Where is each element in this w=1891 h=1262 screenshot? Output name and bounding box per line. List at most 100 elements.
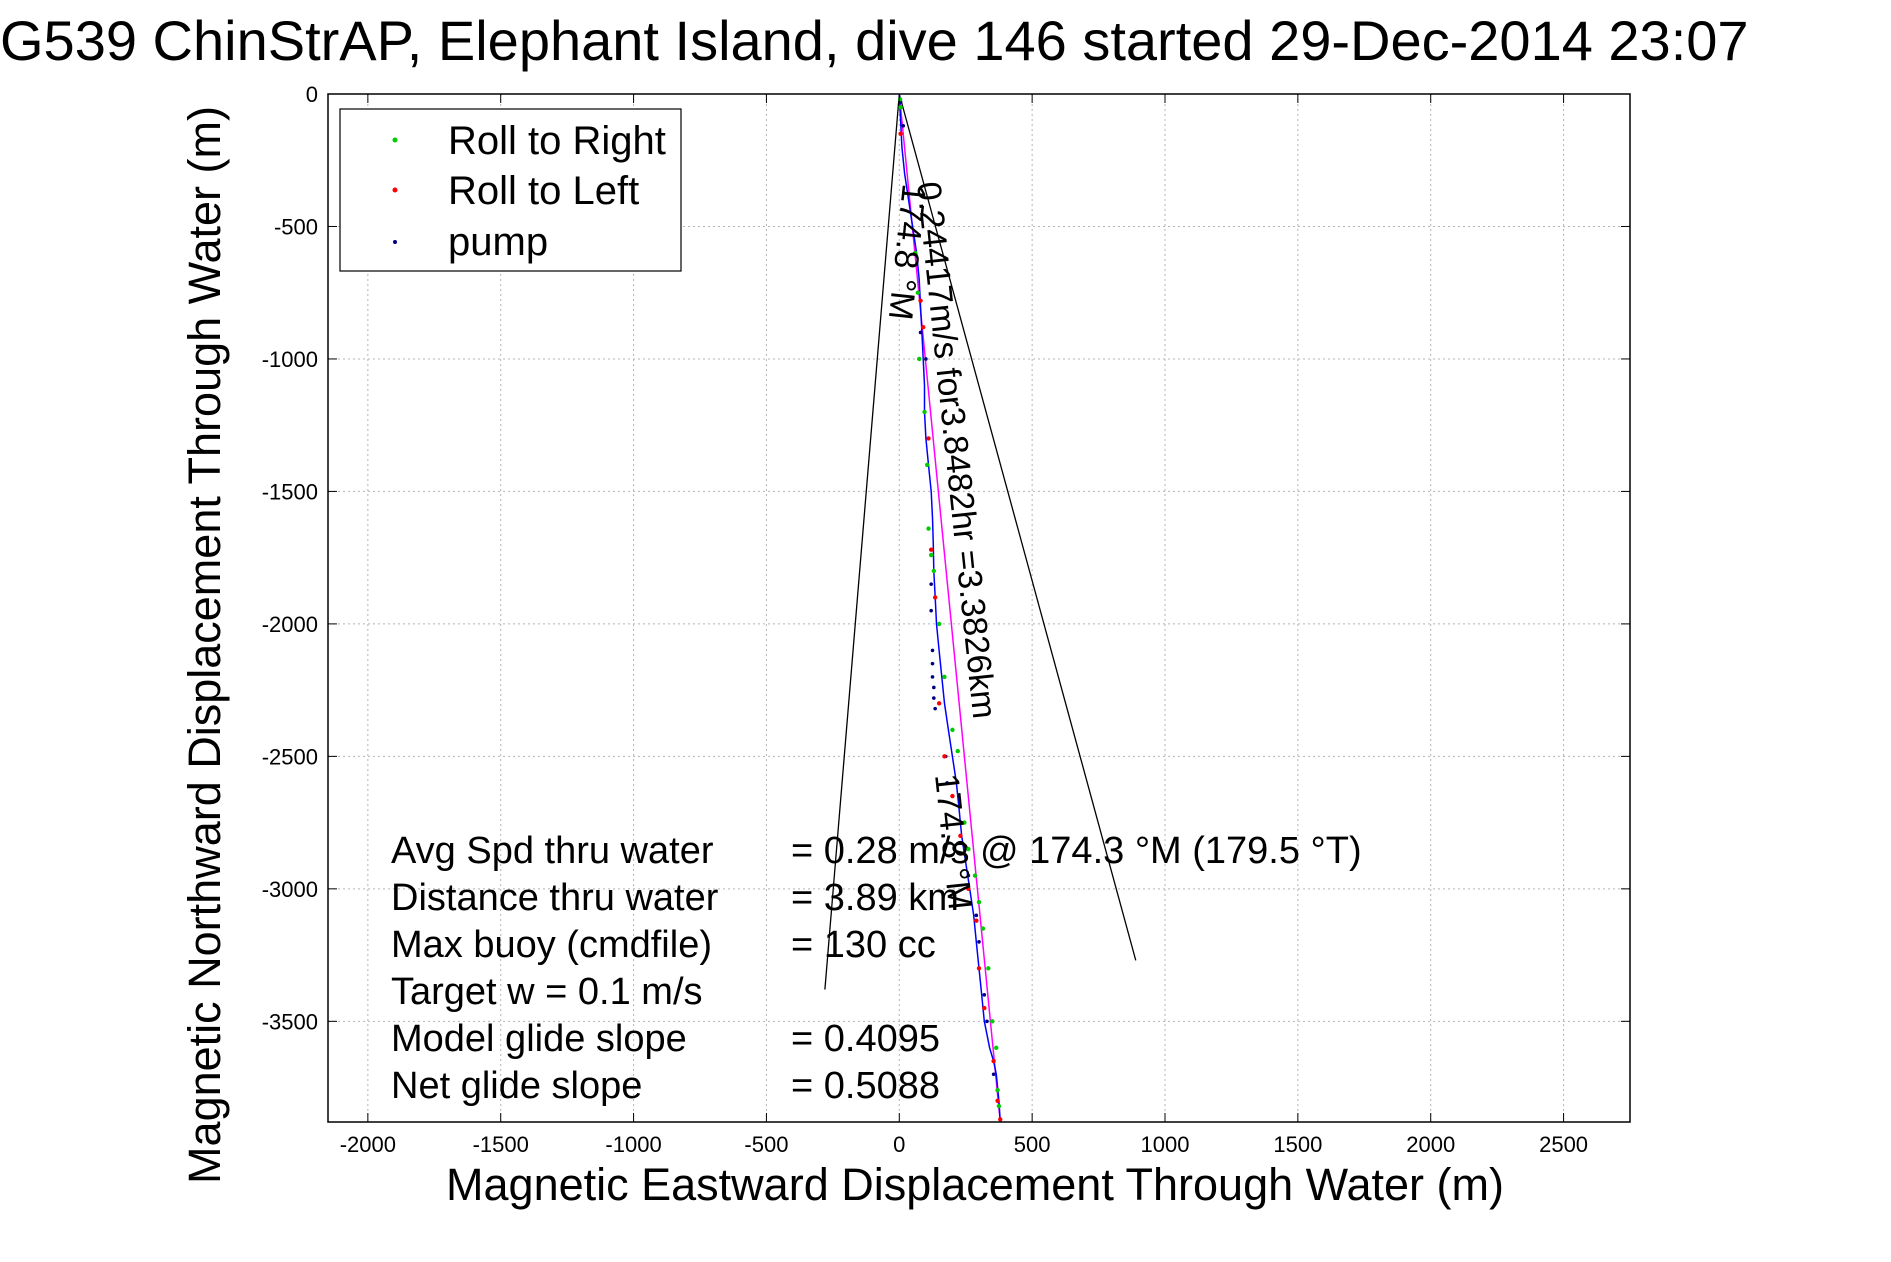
roll-right-point [897,97,903,102]
x-tick-label: 2000 [1406,1132,1455,1157]
x-tick-label: -2000 [340,1132,396,1157]
y-tick-label: -500 [274,214,318,239]
legend-pump-label: pump [448,220,548,264]
y-tick-label: -2000 [262,612,318,637]
pump-point [929,608,933,613]
legend-roll-left-marker [392,187,398,193]
pump-point [924,357,928,361]
roll-left-point [928,547,934,552]
roll-right-point [986,966,991,971]
y-tick-label: -3000 [262,877,318,902]
x-ticks: -2000 -1500 -1000 -500 0 500 1000 1500 2000 2500 [340,94,1588,1157]
roll-left-point [936,701,942,706]
pump-point [982,993,987,997]
roll-left-point [991,1058,996,1064]
roll-left-point [950,793,955,799]
stat-value: = 130 cc [791,924,936,966]
stat-label: Distance thru water [391,877,719,919]
roll-right-point [955,748,960,754]
pump-point [933,706,937,711]
y-tick-label: -1500 [262,479,318,504]
y-tick-label: -3500 [262,1009,318,1034]
roll-right-point [996,1103,1002,1109]
roll-left-point [926,436,931,441]
stat-label: Model glide slope [391,1018,687,1060]
heading-line [898,93,1002,1123]
roll-right-point [915,290,921,295]
pump-point [930,675,935,679]
x-tick-label: 0 [893,1132,905,1157]
y-ticks: 0 -500 -1000 -1500 -2000 -2500 -3000 -3500 [262,82,1630,1034]
pump-point [930,648,935,653]
y-axis-title: Magnetic Northward Displacement Through … [179,106,230,1184]
roll-right-point [950,727,955,733]
y-tick-label: -2500 [262,744,318,769]
pump-point [945,781,949,785]
pump-point [991,1072,996,1077]
roll-left-point [918,298,923,303]
roll-right-point [994,1045,999,1051]
roll-left-point [898,131,903,136]
y-tick-label: -1000 [262,347,318,372]
pump-point [918,330,923,335]
stat-value: = 0.28 m/s @ 174.3 °M (179.5 °T) [791,830,1362,872]
x-tick-label: 500 [1014,1132,1051,1157]
roll-left-point [976,966,982,971]
stat-value: = 0.4095 [791,1018,940,1060]
roll-right-point [942,674,947,680]
stat-label: Target w = 0.1 m/s [391,971,703,1013]
roll-left-point [932,595,938,600]
roll-right-point [962,820,967,825]
roll-right-point [936,621,942,627]
cone-right-line [898,93,1137,961]
roll-right-point [931,568,937,574]
roll-left-point [998,1117,1003,1122]
roll-right-point [972,873,978,878]
pump-point [932,696,936,700]
x-tick-label: 1500 [1273,1132,1322,1157]
x-tick-label: 1000 [1141,1132,1190,1157]
stats-block: Avg Spd thru water = 0.28 m/s @ 174.3 °M… [391,830,1362,1107]
roll-right-point [928,552,934,558]
legend-roll-left-label: Roll to Left [448,169,639,213]
roll-left-point [921,324,926,330]
roll-right-point [898,105,903,110]
roll-right-point [966,846,971,852]
pump-point [966,873,971,878]
chart-title: G539 ChinStrAP, Elephant Island, dive 14… [0,9,1749,72]
stat-label: Max buoy (cmdfile) [391,924,712,966]
roll-right-point [917,356,922,362]
pump-point [977,940,981,944]
track-line [898,93,1002,1123]
pump-point [901,123,906,128]
cone-left-line [824,93,900,990]
x-tick-label: -1500 [473,1132,529,1157]
roll-left-point [995,1098,1000,1104]
roll-right-point [913,250,918,256]
stat-label: Avg Spd thru water [391,830,714,872]
pump-point [932,685,936,690]
roll-right-point [995,1088,1000,1093]
roll-right-point [990,1019,995,1024]
legend-pump-marker [393,240,397,244]
pump-point [974,913,979,918]
roll-left-points [898,131,1003,1122]
plot-border [327,93,1631,1123]
roll-right-point [924,462,930,468]
roll-right-points [897,97,1002,1109]
pump-point [929,582,933,586]
x-tick-label: -500 [744,1132,788,1157]
roll-right-point [926,526,931,531]
x-tick-label: -1000 [605,1132,661,1157]
stat-value: = 3.89 km [791,877,959,919]
roll-right-point [976,899,982,905]
y-tick-label: 0 [306,82,318,107]
roll-left-point [958,833,963,839]
roll-right-point [922,409,927,415]
x-tick-label: 2500 [1539,1132,1588,1157]
roll-left-point [982,1005,987,1011]
roll-right-point [980,926,986,931]
roll-left-point [966,886,971,892]
pump-point [985,1019,989,1024]
